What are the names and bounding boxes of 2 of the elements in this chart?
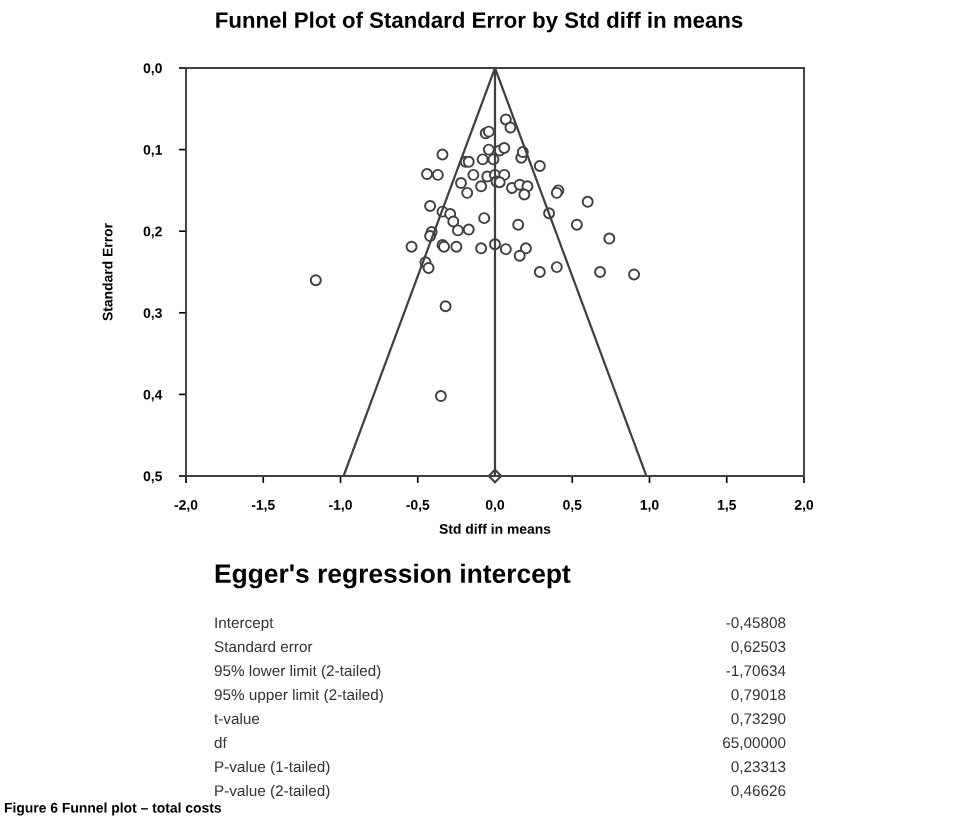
text: Egger's regression intercept: [215, 563, 571, 589]
chart-title: Funnel Plot of Standard Error by Std diff in means: [216, 11, 743, 33]
